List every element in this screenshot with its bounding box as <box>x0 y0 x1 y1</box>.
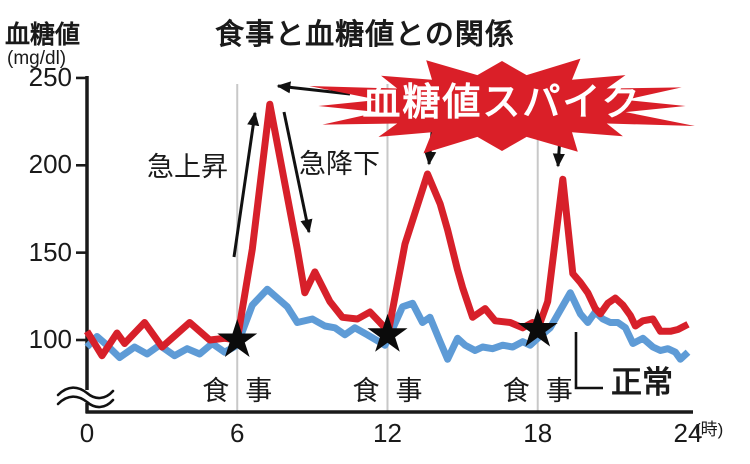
y-axis-unit: (mg/dl) <box>7 48 67 69</box>
y-tick-label: 250 <box>28 61 72 92</box>
spike-badge-label: 血糖値スパイク <box>362 82 642 124</box>
spike-badge-burst <box>309 58 695 154</box>
x-tick-label: 12 <box>373 418 402 448</box>
meal-label-char: 食 <box>502 376 530 406</box>
x-tick-label: 24 <box>673 418 703 448</box>
normal-glucose-line <box>84 285 691 363</box>
meal-label-char: 食 <box>352 376 380 406</box>
y-axis-title: 血糖値 <box>5 21 81 49</box>
x-tick-label: 0 <box>79 418 95 448</box>
y-tick-label: 100 <box>28 324 72 354</box>
meal-label-char: 事 <box>245 376 273 406</box>
meal-star-markers <box>217 308 558 357</box>
meal-label-char: 事 <box>395 376 423 406</box>
meal-label-char: 食 <box>202 376 230 406</box>
y-tick-label: 200 <box>28 149 72 180</box>
rapid-fall-label: 急降下 <box>299 149 380 179</box>
meal-label-char: 事 <box>545 376 573 406</box>
rapid-rise-label: 急上昇 <box>147 152 228 182</box>
y-tick-label: 150 <box>28 236 72 267</box>
x-tick-label: 6 <box>230 418 245 448</box>
meal-star <box>217 319 258 357</box>
meal-star <box>517 308 558 347</box>
y-axis-ticks <box>76 76 87 342</box>
x-tick-label: 18 <box>523 418 553 448</box>
rapid-fall-arrow <box>282 111 313 234</box>
normal-label: 正常 <box>611 365 673 400</box>
chart-title: 食事と血糖値との関係 <box>215 19 515 51</box>
meal-star <box>367 313 408 352</box>
x-axis-unit: (時) <box>695 420 724 439</box>
rapid-rise-arrow <box>232 111 260 258</box>
normal-callout-line <box>574 332 603 390</box>
arrow-to-peak-1 <box>276 81 351 96</box>
axis-break-icon <box>56 386 115 409</box>
